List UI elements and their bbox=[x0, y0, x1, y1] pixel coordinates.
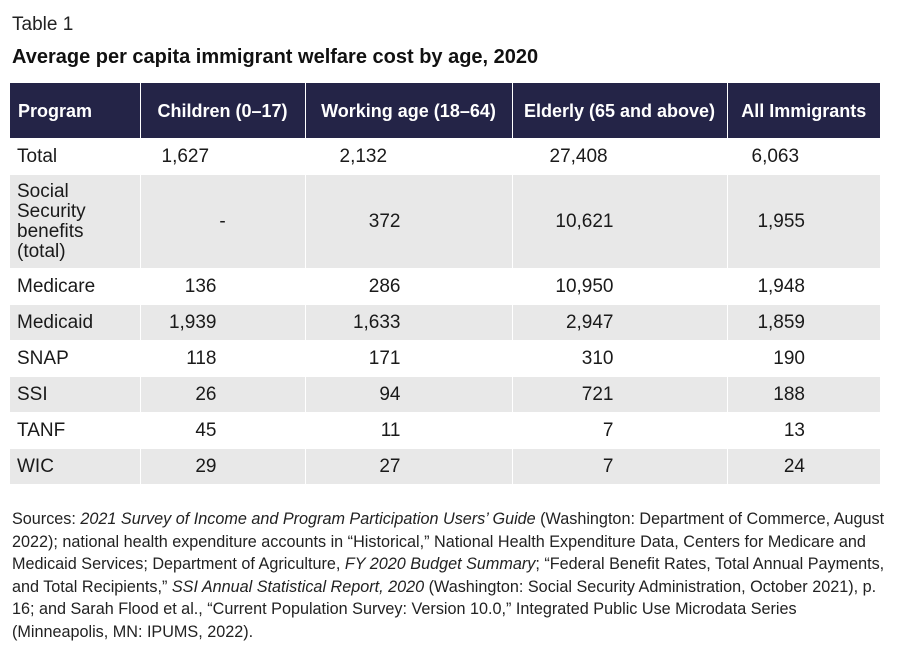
program-cell: SNAP bbox=[10, 340, 140, 377]
table-label: Table 1 bbox=[12, 14, 74, 35]
program-cell: Social Security benefits (total) bbox=[10, 174, 140, 269]
header-working-age: Working age (18–64) bbox=[304, 83, 512, 139]
elderly-cell: 2,947 bbox=[511, 304, 727, 341]
table-row: Total 1,627 2,132 27,408 6,063 bbox=[10, 138, 880, 175]
header-all-immigrants: All Immigrants bbox=[726, 83, 880, 139]
children-cell: 45 bbox=[139, 412, 305, 449]
all-immigrants-cell: 190 bbox=[726, 340, 880, 377]
elderly-cell: 721 bbox=[511, 376, 727, 413]
sources-note: Sources: 2021 Survey of Income and Progr… bbox=[12, 508, 888, 643]
sources-sipp-guide: 2021 Survey of Income and Program Partic… bbox=[80, 510, 536, 528]
elderly-cell: 7 bbox=[511, 448, 727, 484]
children-cell: 29 bbox=[139, 448, 305, 484]
working-age-cell: 27 bbox=[304, 448, 512, 484]
elderly-cell: 310 bbox=[511, 340, 727, 377]
table-row: SSI 26 94 721 188 bbox=[10, 376, 880, 413]
sources-lead: Sources: bbox=[12, 510, 81, 528]
welfare-cost-table: Program Children (0–17) Working age (18–… bbox=[10, 83, 880, 484]
working-age-cell: 11 bbox=[304, 412, 512, 449]
working-age-cell: 2,132 bbox=[304, 138, 512, 175]
program-cell: Medicare bbox=[10, 268, 140, 305]
sources-text-1: (Washington: Department of Commerce, Aug… bbox=[12, 510, 885, 573]
all-immigrants-cell: 1,859 bbox=[726, 304, 880, 341]
children-cell: 1,939 bbox=[139, 304, 305, 341]
working-age-cell: 1,633 bbox=[304, 304, 512, 341]
working-age-cell: 286 bbox=[304, 268, 512, 305]
elderly-cell: 10,950 bbox=[511, 268, 727, 305]
program-cell: WIC bbox=[10, 448, 140, 484]
table-title: Average per capita immigrant welfare cos… bbox=[12, 46, 539, 68]
table-row: WIC 29 27 7 24 bbox=[10, 448, 880, 484]
header-elderly: Elderly (65 and above) bbox=[511, 83, 727, 139]
sources-ssi-report: SSI Annual Statistical Report, 2020 bbox=[171, 577, 425, 596]
elderly-cell: 27,408 bbox=[511, 138, 727, 175]
sources-budget-summary: FY 2020 Budget Summary bbox=[344, 555, 536, 573]
table-row: Medicare 136 286 10,950 1,948 bbox=[10, 268, 880, 305]
table-row: Social Security benefits (total) - 372 1… bbox=[10, 174, 880, 269]
table-row: TANF 45 11 7 13 bbox=[10, 412, 880, 449]
table-row: SNAP 118 171 310 190 bbox=[10, 340, 880, 377]
all-immigrants-cell: 1,948 bbox=[726, 268, 880, 305]
table-row: Medicaid 1,939 1,633 2,947 1,859 bbox=[10, 304, 880, 341]
all-immigrants-cell: 13 bbox=[726, 412, 880, 449]
sources-text-3: (Washington: Social Security Administrat… bbox=[12, 577, 877, 641]
elderly-cell: 7 bbox=[511, 412, 727, 449]
header-program: Program bbox=[10, 83, 140, 139]
program-cell: Total bbox=[10, 138, 140, 175]
working-age-cell: 171 bbox=[304, 340, 512, 377]
children-cell: 118 bbox=[139, 340, 305, 377]
children-cell: - bbox=[139, 174, 305, 269]
program-cell: TANF bbox=[10, 412, 140, 449]
table-header-row: Program Children (0–17) Working age (18–… bbox=[10, 83, 880, 139]
all-immigrants-cell: 6,063 bbox=[726, 138, 880, 175]
all-immigrants-cell: 24 bbox=[726, 448, 880, 484]
all-immigrants-cell: 1,955 bbox=[726, 174, 880, 269]
working-age-cell: 94 bbox=[304, 376, 512, 413]
program-cell: Medicaid bbox=[10, 304, 140, 341]
program-cell: SSI bbox=[10, 376, 140, 413]
sources-text-2: ; “Federal Benefit Rates, Total Annual P… bbox=[12, 555, 885, 596]
working-age-cell: 372 bbox=[304, 174, 512, 269]
children-cell: 26 bbox=[139, 376, 305, 413]
header-children: Children (0–17) bbox=[139, 83, 305, 139]
elderly-cell: 10,621 bbox=[511, 174, 727, 269]
children-cell: 136 bbox=[139, 268, 305, 305]
children-cell: 1,627 bbox=[139, 138, 305, 175]
all-immigrants-cell: 188 bbox=[726, 376, 880, 413]
